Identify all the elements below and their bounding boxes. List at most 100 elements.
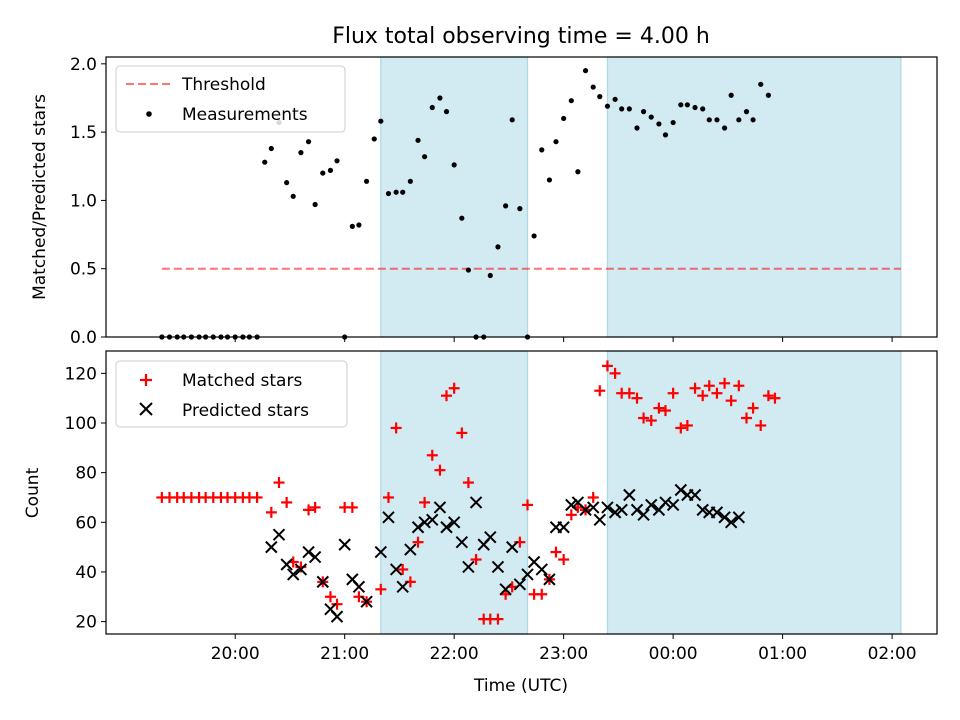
measurement-point [765, 92, 771, 98]
matched-star-point [697, 390, 709, 402]
measurement-point [539, 147, 545, 153]
predicted-star-point [608, 506, 622, 519]
predicted-star-point [418, 516, 431, 529]
measurement-point [736, 117, 742, 123]
ratio-y-axis-label: Matched/Predicted stars [30, 94, 50, 300]
measurement-point [349, 223, 355, 229]
measurement-point [546, 177, 553, 183]
predicted-star-point [565, 498, 578, 512]
measurement-point [415, 137, 421, 143]
predicted-star-point [294, 563, 308, 576]
measurement-point [378, 118, 384, 124]
measurement-point [284, 180, 290, 186]
y-tick-label: 60 [75, 513, 97, 533]
matched-star-point [609, 367, 621, 379]
x-tick-label: 20:00 [211, 644, 260, 664]
x-tick-label: 21:00 [320, 644, 369, 664]
matched-star-point [675, 422, 687, 434]
matched-star-point [281, 496, 293, 508]
measurement-point [393, 189, 399, 195]
measurement-point [517, 206, 523, 212]
predicted-star-point [382, 511, 395, 524]
chart-title: Flux total observing time = 4.00 h [332, 24, 710, 49]
measurement-point [604, 103, 611, 109]
ratio-panel-frame [105, 56, 938, 338]
matched-star-point [309, 501, 321, 513]
predicted-star-point [637, 508, 650, 522]
matched-star-point [689, 382, 701, 394]
matched-legend-label: Matched stars [182, 371, 302, 391]
count-panel: 20 40 60 80 100 120 20:00 21:00 22:00 23:00 00:00… [23, 350, 938, 664]
matched-star-point [719, 377, 731, 389]
matched-star-point [755, 419, 767, 431]
matched-star-point [462, 477, 474, 489]
matched-star-point [434, 464, 446, 476]
matched-star-point [550, 546, 562, 558]
x-tick-label: 02:00 [868, 644, 917, 664]
predicted-star-point [732, 511, 746, 524]
shaded-interval-1 [606, 56, 902, 338]
matched-star-point [711, 387, 723, 399]
measurement-point [590, 84, 596, 90]
measurement-point [509, 117, 515, 123]
measurement-point [692, 104, 698, 111]
y-tick-label: 0.0 [70, 328, 97, 348]
measurement-point [706, 117, 712, 123]
matched-star-point [681, 419, 693, 431]
predicted-star-point [601, 501, 614, 514]
measurement-point [465, 267, 471, 273]
predicted-legend-swatch [139, 402, 153, 416]
x-tick-label: 00:00 [649, 644, 698, 664]
shaded-interval-0 [380, 56, 529, 338]
predicted-star-point [308, 550, 322, 564]
matched-star-point [725, 395, 737, 407]
measurement-point [656, 121, 662, 127]
count-legend: Matched stars Predicted stars [115, 360, 348, 428]
measurement-point [268, 145, 274, 152]
measurement-point [670, 119, 676, 126]
predicted-star-point [455, 535, 469, 549]
shaded-interval-1 [606, 350, 902, 635]
y-tick-label: 1.0 [70, 191, 97, 211]
measurement-point [553, 139, 559, 145]
predicted-star-point [426, 513, 439, 527]
predicted-star-point [302, 545, 315, 559]
y-tick-label: 0.5 [70, 260, 97, 280]
matched-star-point [623, 387, 635, 399]
measurement-point [327, 167, 334, 173]
measurement-point [700, 106, 706, 112]
predicted-star-point [338, 538, 351, 551]
matched-star-point [536, 588, 548, 600]
predicted-star-point [360, 595, 373, 608]
measurement-point [320, 170, 326, 176]
measurement-point [429, 104, 435, 111]
predicted-star-point [374, 545, 388, 559]
y-tick-label: 2.0 [70, 55, 97, 75]
ratio-legend: Threshold Measurements [115, 65, 346, 133]
predicted-star-point [404, 543, 417, 556]
predicted-star-point [521, 568, 534, 581]
measurement-point [684, 102, 690, 108]
matched-star-point [747, 402, 759, 414]
measurement-point [437, 95, 443, 101]
x-tick-label: 23:00 [539, 644, 588, 664]
measurement-point [721, 125, 728, 131]
matched-legend-swatch [140, 374, 152, 386]
matched-star-point [601, 360, 613, 372]
measurement-point [626, 106, 632, 112]
predicted-star-point [674, 483, 688, 497]
matched-star-point [667, 387, 679, 399]
measurement-point [561, 115, 567, 122]
measurement-point [634, 125, 640, 131]
matched-star-point [740, 412, 752, 424]
predicted-star-point [352, 580, 366, 594]
predicted-star-point [462, 560, 475, 574]
matched-star-point [251, 491, 263, 503]
measurement-point [662, 132, 669, 138]
measurement-point [443, 109, 450, 115]
count-panel-frame [105, 350, 938, 635]
measurement-point [459, 215, 465, 221]
matched-star-point [382, 491, 394, 503]
ratio-panel: 0.00.51.01.52.0 Matched/Predicted stars … [30, 55, 938, 348]
predicted-star-point [396, 580, 409, 594]
